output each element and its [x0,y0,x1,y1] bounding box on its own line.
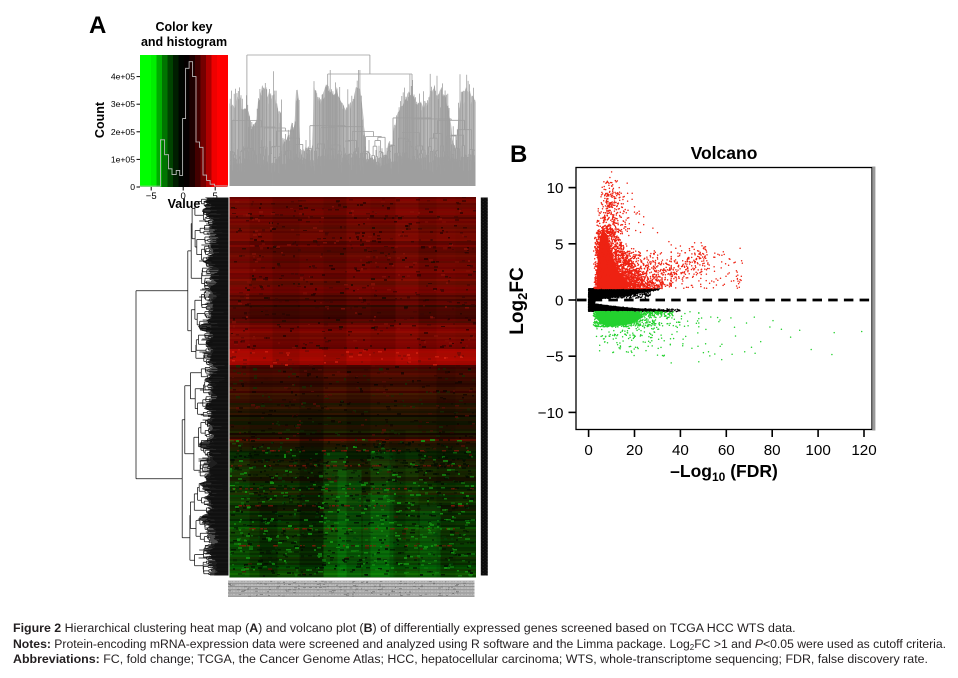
svg-text:−10: −10 [538,405,564,422]
svg-text:10: 10 [547,180,564,197]
svg-text:B: B [510,141,527,168]
svg-text:Value: Value [168,197,201,211]
svg-text:1e+05: 1e+05 [111,154,135,164]
svg-text:Count: Count [93,101,107,138]
svg-text:0: 0 [181,191,186,202]
svg-text:120: 120 [851,442,876,459]
svg-text:80: 80 [764,442,781,459]
svg-text:A: A [89,12,106,39]
svg-text:−5: −5 [146,191,157,202]
svg-text:and histogram: and histogram [141,35,227,49]
svg-text:Volcano: Volcano [691,143,758,163]
svg-text:2e+05: 2e+05 [111,127,135,137]
svg-text:3e+05: 3e+05 [111,99,135,109]
svg-text:100: 100 [805,442,830,459]
svg-text:−5: −5 [546,349,563,366]
svg-text:Color key: Color key [156,20,213,34]
svg-text:40: 40 [672,442,689,459]
svg-text:20: 20 [626,442,643,459]
svg-text:0: 0 [584,442,592,459]
svg-text:5: 5 [213,191,218,202]
svg-text:Log2FC: Log2FC [507,267,530,335]
svg-text:0: 0 [130,182,135,192]
svg-text:4e+05: 4e+05 [111,72,135,82]
svg-text:5: 5 [555,236,563,253]
svg-text:–Log10 (FDR): –Log10 (FDR) [670,461,778,484]
svg-text:60: 60 [718,442,735,459]
svg-text:0: 0 [555,293,563,310]
